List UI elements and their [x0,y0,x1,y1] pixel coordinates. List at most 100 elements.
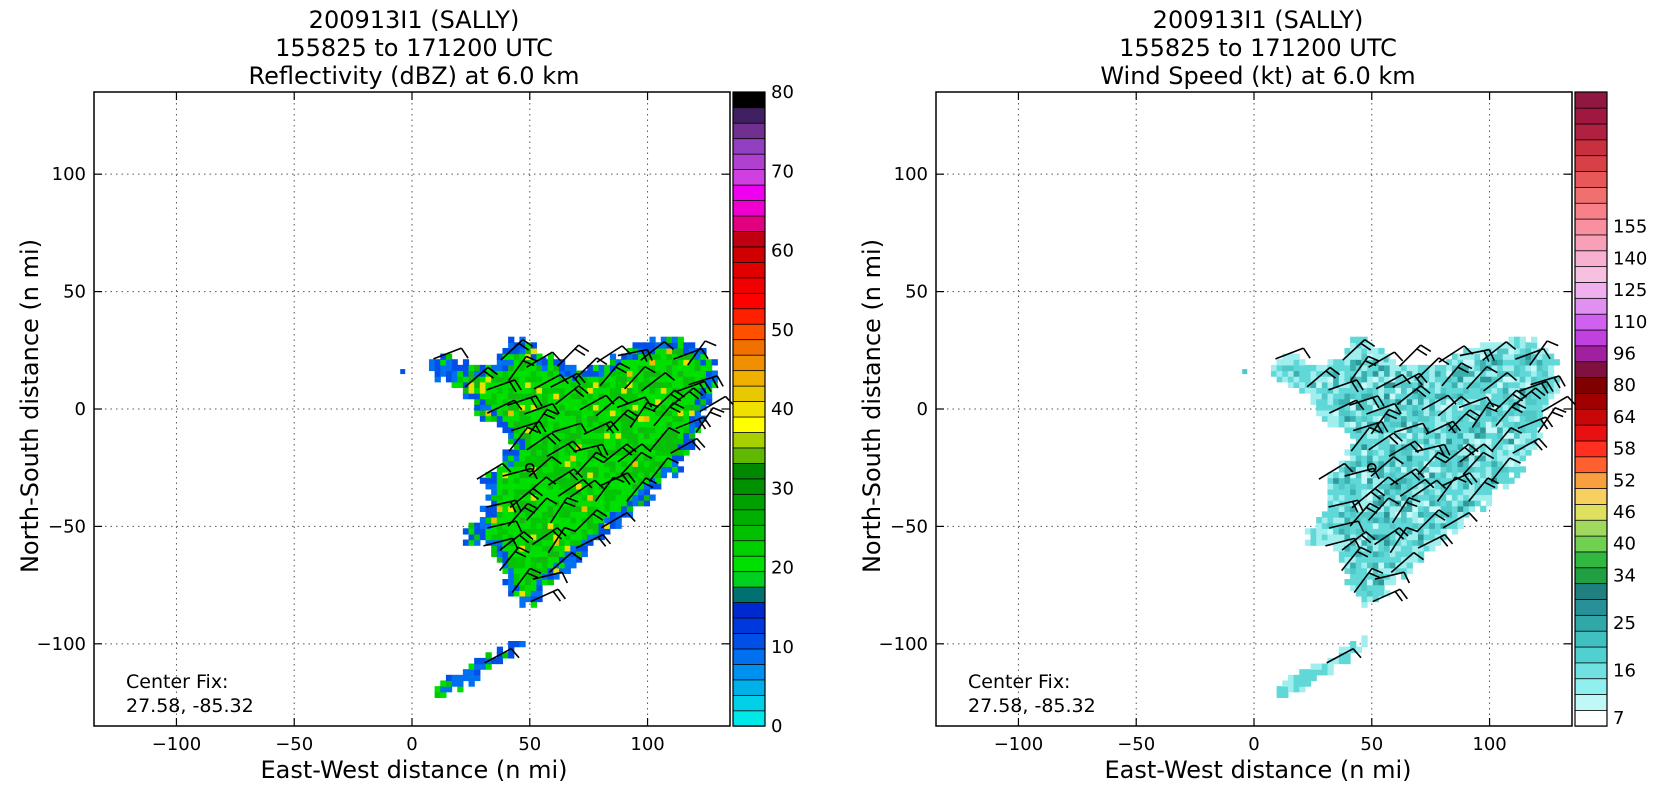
echo-cell [592,528,600,535]
echo-cell [1474,477,1481,484]
wind-barb-flag [1438,509,1450,518]
wind-barb-flag [561,571,569,584]
echo-cell [1451,359,1459,366]
wind-barb-flag [546,408,559,416]
colorbar-segment [1574,376,1608,394]
echo-cell [1367,449,1374,456]
echo-cell [677,415,684,422]
echo-cell [1355,449,1363,456]
echo-cell [575,511,583,518]
echo-cell [1412,364,1419,372]
echo-cell [491,657,498,665]
echo-cell [1372,477,1379,484]
echo-cell [553,550,560,558]
echo-cell [530,477,537,484]
echo-cell [1350,556,1357,563]
echo-cell [1384,488,1391,496]
echo-cell [700,404,707,411]
echo-cell [474,522,481,529]
echo-cell [1344,567,1351,574]
echo-cell [609,494,617,501]
echo-cell [547,550,554,558]
echo-cell [1361,466,1368,473]
echo-cell [1434,505,1442,512]
echo-cell [649,494,656,501]
echo-cell [513,556,521,563]
echo-cell [570,562,577,569]
echo-cell [1327,387,1334,394]
echo-cell [615,398,622,405]
echo-cell [1400,455,1408,462]
echo-cell [1536,432,1543,439]
echo-cell [666,421,673,428]
echo-cell [1497,359,1504,366]
echo-cell [530,517,537,524]
echo-cell [575,393,583,400]
echo-cell [592,364,600,372]
echo-cell [689,443,696,451]
echo-cell [553,421,560,428]
echo-cell [1474,398,1481,405]
echo-cell [1457,432,1464,439]
echo-cell [1474,409,1481,417]
echo-cell [1361,415,1368,422]
echo-cell [434,691,441,698]
echo-cell [1480,460,1487,467]
echo-cell [689,353,696,360]
echo-cell [1519,466,1526,473]
echo-cell [1434,398,1442,405]
echo-cell [536,595,543,603]
echo-cell [575,404,583,411]
wind-barb-shaft [1398,344,1422,367]
wind-barb-flag [1410,471,1421,481]
echo-cell [1384,483,1391,490]
echo-cell [1451,500,1459,507]
echo-cell [1400,511,1408,518]
echo-cell [1384,449,1391,456]
echo-cell [1434,522,1442,529]
echo-cell [677,370,684,377]
echo-cell [1434,409,1442,417]
echo-cell [643,393,651,400]
echo-cell [1367,573,1374,580]
echo-cell [547,353,554,360]
echo-cell [1463,421,1470,428]
echo-cell [1491,426,1498,434]
echo-cell [1463,449,1470,456]
echo-cell [1474,449,1481,456]
echo-cell [1446,505,1453,512]
wind-barb-flag [566,496,579,503]
y-tick-label: −100 [879,634,928,655]
echo-cell [1412,545,1419,552]
echo-cell [1417,477,1425,484]
echo-cell [632,500,639,507]
echo-cell [1400,545,1408,552]
echo-cell [626,438,634,445]
echo-cell [575,438,583,445]
echo-cell [1400,398,1408,405]
echo-cell [1400,381,1408,389]
wind-barb-flag [552,530,563,540]
echo-cell [592,471,600,479]
echo-cell [457,364,464,372]
echo-cell [1497,460,1504,467]
echo-cell [587,533,594,541]
wind-barb-shaft [1350,426,1371,452]
echo-cell [609,488,617,496]
echo-cell [445,686,453,693]
echo-cell [1333,494,1340,501]
echo-cell [632,370,639,377]
echo-cell [1429,398,1436,405]
wind-barb-shaft [648,457,669,483]
echo-cell [655,376,662,383]
echo-cell [660,449,667,456]
echo-cell [1299,370,1306,377]
wind-barb-flag [571,551,582,561]
echo-cell [700,376,707,383]
echo-cell [1389,573,1396,580]
echo-cell [1389,426,1396,434]
echo-cell [1417,376,1425,383]
echo-cell [689,432,696,439]
echo-cell [440,686,447,693]
echo-cell [1355,347,1363,355]
